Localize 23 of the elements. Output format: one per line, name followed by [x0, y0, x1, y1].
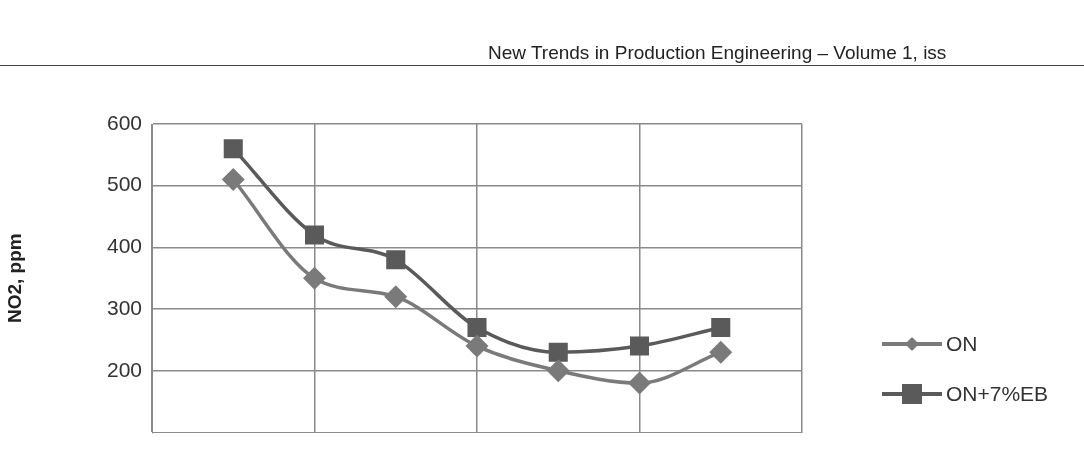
y-axis-title: NO2, ppm: [3, 233, 25, 324]
point: [467, 318, 487, 338]
point: [303, 267, 326, 289]
point: [222, 168, 244, 191]
point: [548, 342, 568, 362]
y-tick-label: 500: [106, 172, 142, 196]
point: [628, 372, 651, 394]
point: [466, 335, 488, 357]
legend-label: ON: [946, 332, 978, 356]
point: [547, 359, 569, 382]
point: [629, 336, 650, 356]
y-tick-label: 200: [106, 357, 142, 381]
y-tick-label: 600: [106, 110, 142, 134]
point: [386, 250, 406, 270]
point: [385, 285, 407, 308]
point: [710, 341, 732, 363]
text: New Trends in Production Engineering – Volume 1, iss: [488, 42, 947, 64]
point: [223, 139, 243, 159]
legend-label: ON+7%EB: [946, 382, 1049, 406]
point: [304, 225, 325, 245]
y-tick-label: 300: [106, 295, 142, 319]
y-tick-label: 400: [106, 234, 142, 258]
point: [711, 318, 731, 338]
